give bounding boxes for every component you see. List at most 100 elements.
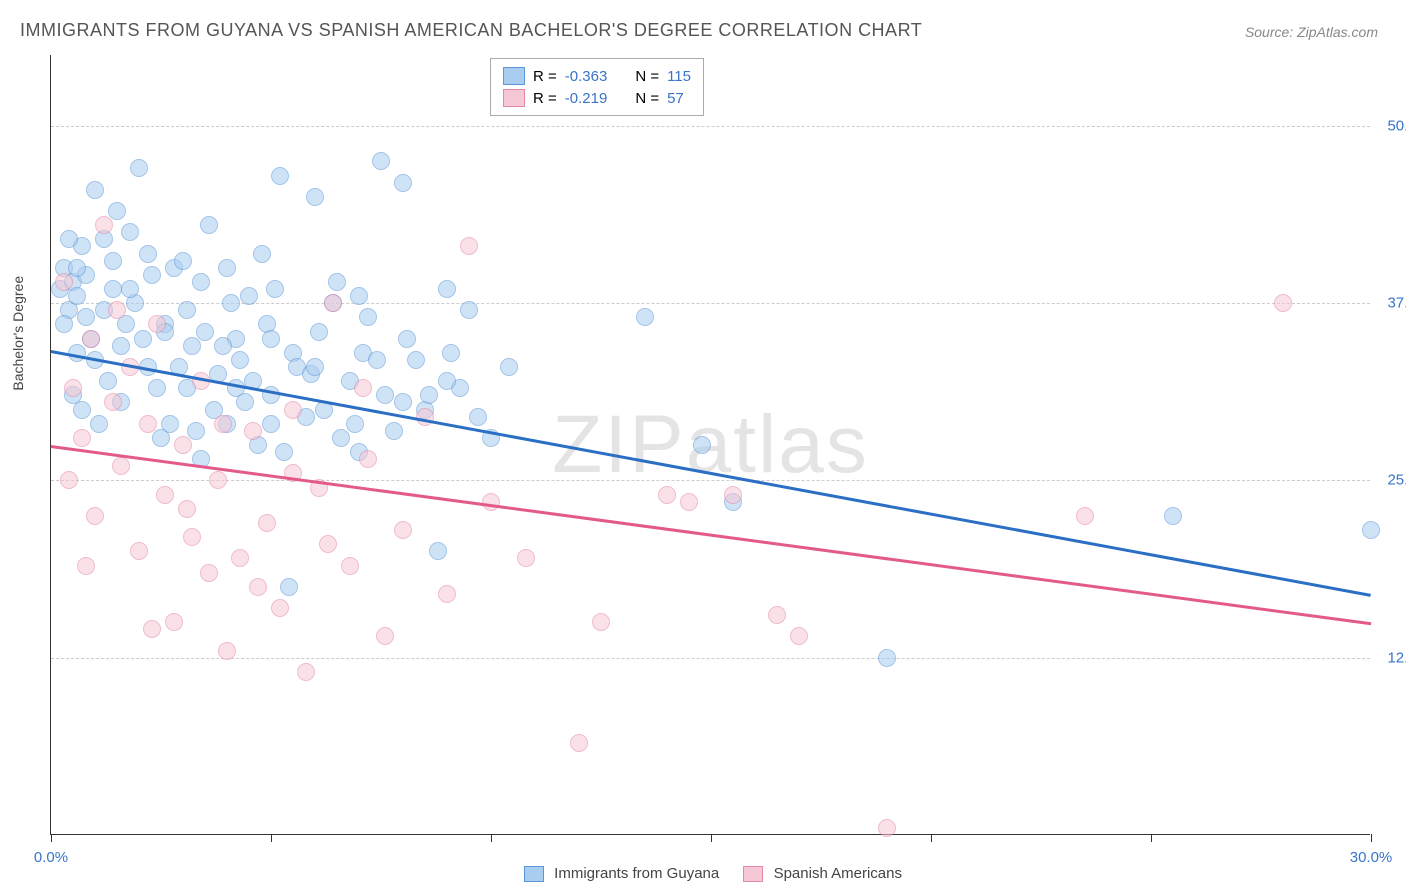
data-point — [460, 301, 478, 319]
data-point — [319, 535, 337, 553]
data-point — [592, 613, 610, 631]
data-point — [99, 372, 117, 390]
data-point — [570, 734, 588, 752]
data-point — [636, 308, 654, 326]
data-point — [178, 301, 196, 319]
data-point — [55, 273, 73, 291]
data-point — [438, 280, 456, 298]
x-tick — [271, 834, 272, 842]
x-tick — [931, 834, 932, 842]
data-point — [55, 315, 73, 333]
gridline — [51, 480, 1370, 481]
data-point — [284, 401, 302, 419]
series-legend: Immigrants from Guyana Spanish Americans — [0, 865, 1406, 882]
data-point — [200, 216, 218, 234]
data-point — [121, 280, 139, 298]
legend-label-series2: Spanish Americans — [774, 865, 902, 882]
data-point — [187, 422, 205, 440]
data-point — [724, 486, 742, 504]
data-point — [442, 344, 460, 362]
y-tick-label: 50.0% — [1375, 117, 1406, 134]
data-point — [218, 259, 236, 277]
data-point — [354, 379, 372, 397]
x-tick — [1151, 834, 1152, 842]
data-point — [108, 301, 126, 319]
data-point — [231, 351, 249, 369]
data-point — [1362, 521, 1380, 539]
data-point — [218, 642, 236, 660]
data-point — [1076, 507, 1094, 525]
data-point — [271, 167, 289, 185]
correlation-legend: R = -0.363 N = 115 R = -0.219 N = 57 — [490, 58, 704, 116]
data-point — [438, 372, 456, 390]
x-tick — [491, 834, 492, 842]
data-point — [332, 429, 350, 447]
data-point — [178, 500, 196, 518]
n-value-series1: 115 — [667, 68, 691, 85]
data-point — [680, 493, 698, 511]
data-point — [262, 330, 280, 348]
data-point — [104, 280, 122, 298]
data-point — [394, 393, 412, 411]
data-point — [407, 351, 425, 369]
gridline — [51, 658, 1370, 659]
data-point — [161, 415, 179, 433]
data-point — [324, 294, 342, 312]
data-point — [1164, 507, 1182, 525]
data-point — [77, 308, 95, 326]
data-point — [253, 245, 271, 263]
chart-container: IMMIGRANTS FROM GUYANA VS SPANISH AMERIC… — [0, 0, 1406, 892]
data-point — [86, 181, 104, 199]
data-point — [200, 564, 218, 582]
data-point — [398, 330, 416, 348]
data-point — [240, 287, 258, 305]
data-point — [130, 542, 148, 560]
data-point — [130, 159, 148, 177]
data-point — [231, 549, 249, 567]
data-point — [297, 663, 315, 681]
data-point — [214, 337, 232, 355]
plot-area: ZIPatlas 12.5%25.0%37.5%50.0%0.0%30.0% — [50, 55, 1370, 835]
chart-title: IMMIGRANTS FROM GUYANA VS SPANISH AMERIC… — [20, 20, 922, 41]
x-tick-label: 30.0% — [1350, 849, 1393, 866]
data-point — [306, 358, 324, 376]
y-tick-label: 25.0% — [1375, 472, 1406, 489]
gridline — [51, 126, 1370, 127]
data-point — [104, 252, 122, 270]
data-point — [148, 379, 166, 397]
r-value-series2: -0.219 — [565, 90, 608, 107]
data-point — [209, 471, 227, 489]
data-point — [112, 337, 130, 355]
data-point — [148, 315, 166, 333]
data-point — [262, 415, 280, 433]
y-tick-label: 12.5% — [1375, 649, 1406, 666]
data-point — [878, 649, 896, 667]
swatch-series2 — [503, 89, 525, 107]
data-point — [134, 330, 152, 348]
data-point — [143, 266, 161, 284]
data-point — [460, 237, 478, 255]
data-point — [346, 415, 364, 433]
data-point — [258, 514, 276, 532]
data-point — [482, 493, 500, 511]
data-point — [790, 627, 808, 645]
data-point — [156, 486, 174, 504]
data-point — [385, 422, 403, 440]
data-point — [244, 422, 262, 440]
data-point — [143, 620, 161, 638]
data-point — [469, 408, 487, 426]
data-point — [174, 252, 192, 270]
data-point — [376, 386, 394, 404]
data-point — [306, 188, 324, 206]
data-point — [500, 358, 518, 376]
data-point — [359, 308, 377, 326]
data-point — [372, 152, 390, 170]
legend-row-series2: R = -0.219 N = 57 — [503, 87, 691, 109]
legend-label-series1: Immigrants from Guyana — [554, 865, 719, 882]
data-point — [658, 486, 676, 504]
data-point — [271, 599, 289, 617]
data-point — [64, 379, 82, 397]
data-point — [693, 436, 711, 454]
data-point — [222, 294, 240, 312]
data-point — [376, 627, 394, 645]
